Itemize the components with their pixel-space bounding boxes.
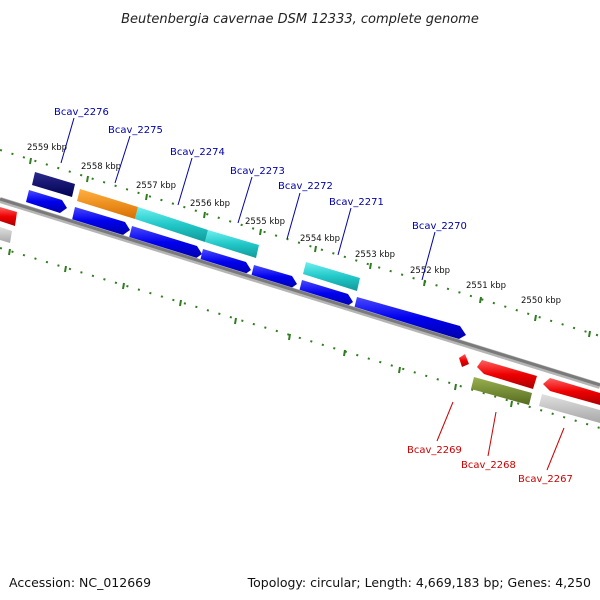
- kbp-label: 2555 kbp: [245, 217, 285, 227]
- forward-leader-lines: [60, 117, 436, 281]
- gene-forward-arrow[interactable]: [200, 249, 251, 275]
- forward-gene-labels: Bcav_2276 Bcav_2275 Bcav_2274 Bcav_2273 …: [54, 107, 467, 232]
- kbp-label: 2550 kbp: [521, 296, 561, 306]
- gene-forward-arrow[interactable]: [251, 265, 297, 289]
- gene-reverse-arrow[interactable]: [477, 360, 537, 389]
- kbp-label: 2559 kbp: [27, 143, 67, 153]
- gene-forward-arrow[interactable]: [299, 280, 353, 307]
- gene-label-bcav-2274[interactable]: Bcav_2274: [170, 147, 225, 158]
- accession-text: Accession: NC_012669: [9, 575, 151, 590]
- gene-reverse-arrow[interactable]: [543, 378, 600, 405]
- gene-bcav-2274[interactable]: [135, 207, 208, 242]
- gene-bcav-2271[interactable]: [303, 262, 360, 291]
- kbp-label: 2553 kbp: [355, 250, 395, 260]
- kbp-tick-labels: 2559 kbp 2558 kbp 2557 kbp 2556 kbp 2555…: [27, 143, 561, 306]
- forward-genes-outer: [32, 172, 360, 291]
- genome-backbone: [0, 197, 600, 387]
- gene-label-bcav-2267[interactable]: Bcav_2267: [518, 474, 573, 485]
- reverse-gene-labels: Bcav_2269 Bcav_2268 Bcav_2267: [407, 445, 573, 485]
- inner-tick-ring: [0, 247, 600, 429]
- map-title: Beutenbergia cavernae DSM 12333, complet…: [121, 12, 479, 27]
- kbp-label: 2552 kbp: [410, 266, 450, 276]
- major-ticks-outer: [29, 157, 591, 338]
- gene-label-bcav-2268[interactable]: Bcav_2268: [461, 460, 516, 471]
- kbp-label: 2551 kbp: [466, 281, 506, 291]
- forward-genes-inner: [26, 190, 466, 339]
- kbp-label: 2554 kbp: [300, 234, 340, 244]
- gene-bcav-2273[interactable]: [205, 230, 259, 258]
- reverse-genes: [0, 207, 600, 423]
- gene-forward-arrow[interactable]: [129, 226, 202, 259]
- gene-bcav-2276[interactable]: [32, 172, 75, 197]
- genome-summary-text: Topology: circular; Length: 4,669,183 bp…: [247, 575, 591, 590]
- gene-bcav-2267[interactable]: [539, 394, 600, 423]
- kbp-label: 2557 kbp: [136, 181, 176, 191]
- gene-label-bcav-2272[interactable]: Bcav_2272: [278, 181, 333, 192]
- gene-reverse-left-edge-grey[interactable]: [0, 227, 12, 243]
- major-ticks-inner: [8, 248, 513, 408]
- gene-label-bcav-2276[interactable]: Bcav_2276: [54, 107, 109, 118]
- reverse-leader-lines: [436, 401, 565, 471]
- kbp-label: 2556 kbp: [190, 199, 230, 209]
- gene-bcav-2268[interactable]: [471, 377, 532, 405]
- gene-bcav-2275[interactable]: [77, 189, 138, 219]
- gene-forward-arrow[interactable]: [26, 190, 67, 213]
- gene-bcav-2269-arrow[interactable]: [459, 354, 469, 367]
- gene-label-bcav-2273[interactable]: Bcav_2273: [230, 166, 285, 177]
- kbp-label: 2558 kbp: [81, 162, 121, 172]
- gene-reverse-left-edge[interactable]: [0, 207, 17, 226]
- gene-label-bcav-2269[interactable]: Bcav_2269: [407, 445, 462, 456]
- gene-label-bcav-2270[interactable]: Bcav_2270: [412, 221, 467, 232]
- gene-label-bcav-2271[interactable]: Bcav_2271: [329, 197, 384, 208]
- gene-label-bcav-2275[interactable]: Bcav_2275: [108, 125, 163, 136]
- gene-forward-arrow[interactable]: [72, 207, 130, 235]
- gene-forward-arrow[interactable]: [354, 297, 466, 339]
